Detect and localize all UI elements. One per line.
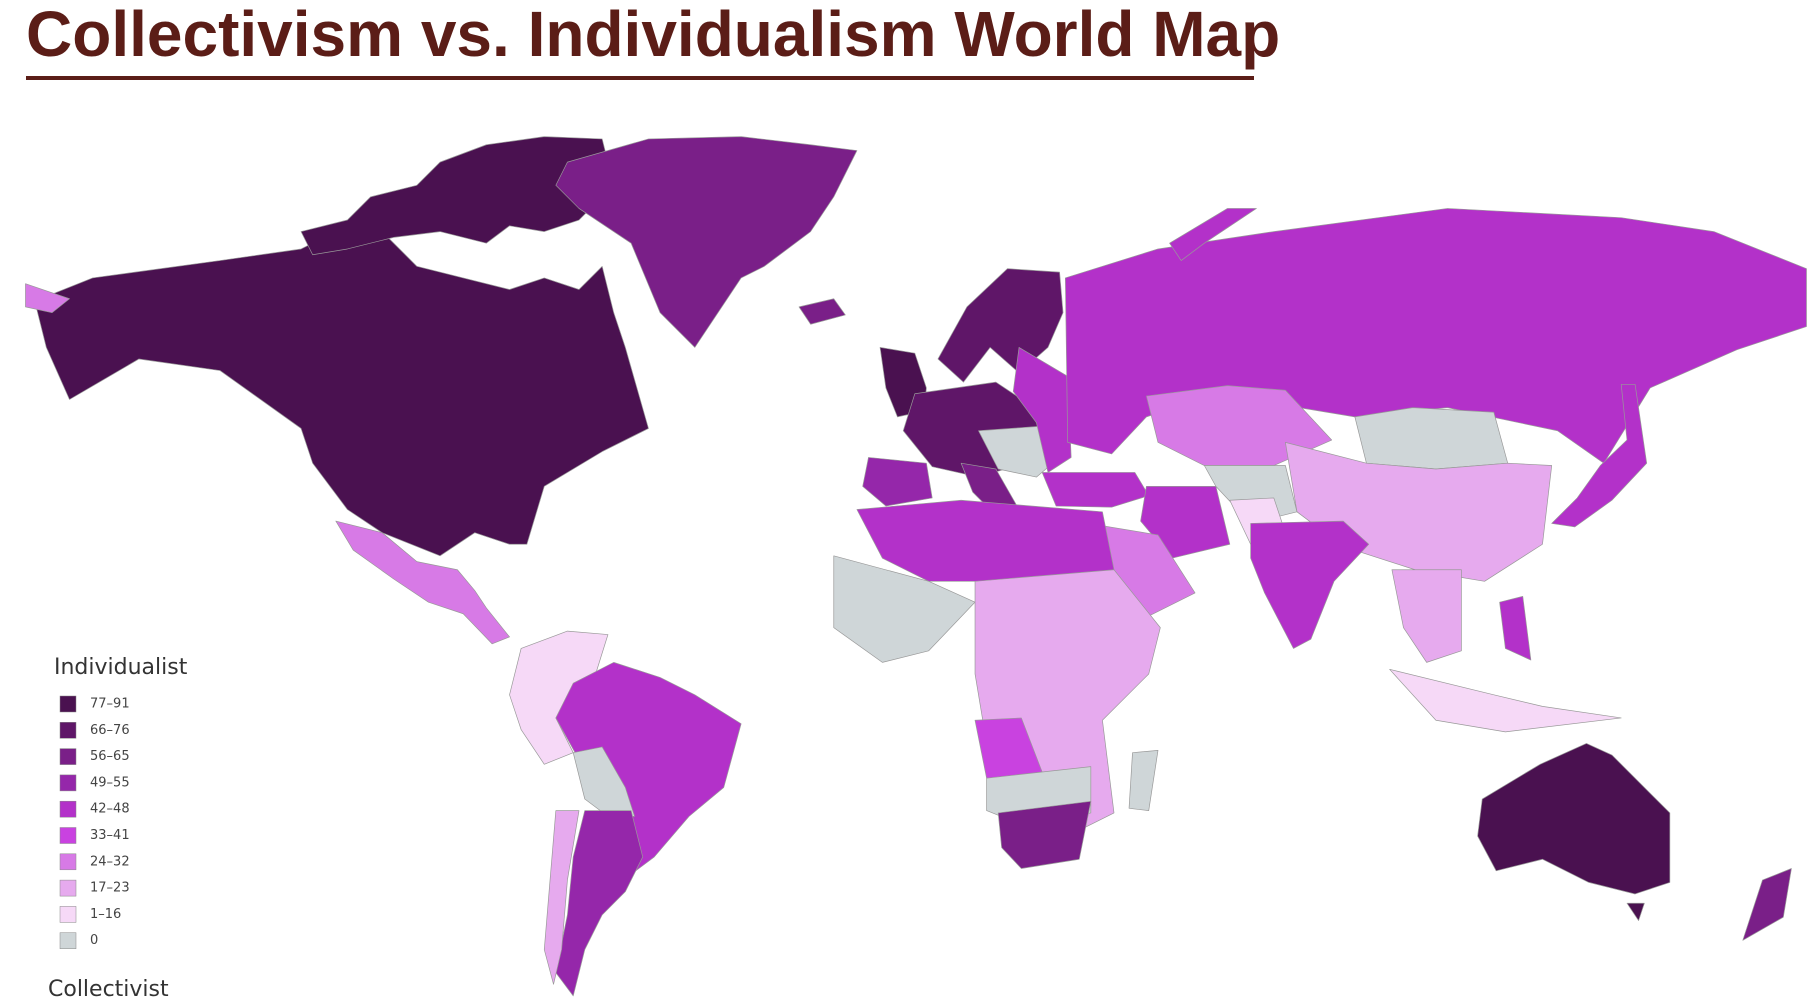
legend-swatch: [59, 774, 77, 792]
country: [862, 457, 933, 507]
country: [1626, 902, 1645, 921]
page-title: Collectivism vs. Individualism World Map: [26, 0, 1280, 70]
country: [1742, 868, 1792, 941]
country: [1389, 668, 1622, 733]
world-map: [25, 136, 1807, 997]
country: [997, 800, 1092, 869]
legend-bottom-label: Collectivist: [48, 977, 169, 1002]
legend-swatch: [59, 722, 77, 739]
legend-label: 42–48: [90, 802, 130, 817]
legend-swatch: [59, 827, 77, 844]
country: [937, 268, 1064, 383]
legend-label: 1–16: [90, 907, 121, 922]
legend: Individualist Collectivist 77–91 66–76 56–…: [48, 655, 188, 1002]
legend-label: 49–55: [90, 775, 130, 790]
country: [856, 499, 1115, 582]
country: [1169, 208, 1257, 261]
legend-top-label: Individualist: [54, 655, 188, 680]
country: [335, 520, 510, 645]
country: [798, 298, 846, 325]
country: [1391, 569, 1462, 663]
country: [1477, 743, 1671, 895]
legend-label: 17–23: [90, 881, 130, 896]
country: [572, 746, 635, 817]
country: [25, 283, 70, 314]
country: [1354, 407, 1509, 470]
country: [555, 810, 644, 997]
country: [555, 136, 858, 348]
legend-swatch: [59, 748, 77, 765]
legend-label: 0: [90, 933, 98, 948]
legend-swatch: [59, 932, 77, 949]
legend-label: 56–65: [90, 749, 130, 764]
legend-label: 24–32: [90, 854, 130, 869]
country: [34, 225, 649, 557]
legend-swatch: [59, 695, 77, 713]
country: [543, 810, 580, 985]
country: [1250, 520, 1370, 649]
country: [833, 555, 976, 663]
legend-swatch: [59, 906, 77, 923]
country: [1499, 596, 1532, 661]
legend-label: 33–41: [90, 828, 130, 843]
country: [1140, 486, 1231, 559]
legend-swatch: [59, 879, 77, 897]
title-underline: [26, 76, 1254, 80]
legend-label: 77–91: [90, 697, 130, 712]
legend-label: 66–76: [90, 723, 130, 738]
country: [1041, 472, 1150, 508]
legend-swatch: [59, 800, 77, 818]
country: [1551, 384, 1648, 528]
country: [1128, 750, 1159, 811]
legend-swatch: [59, 853, 77, 871]
